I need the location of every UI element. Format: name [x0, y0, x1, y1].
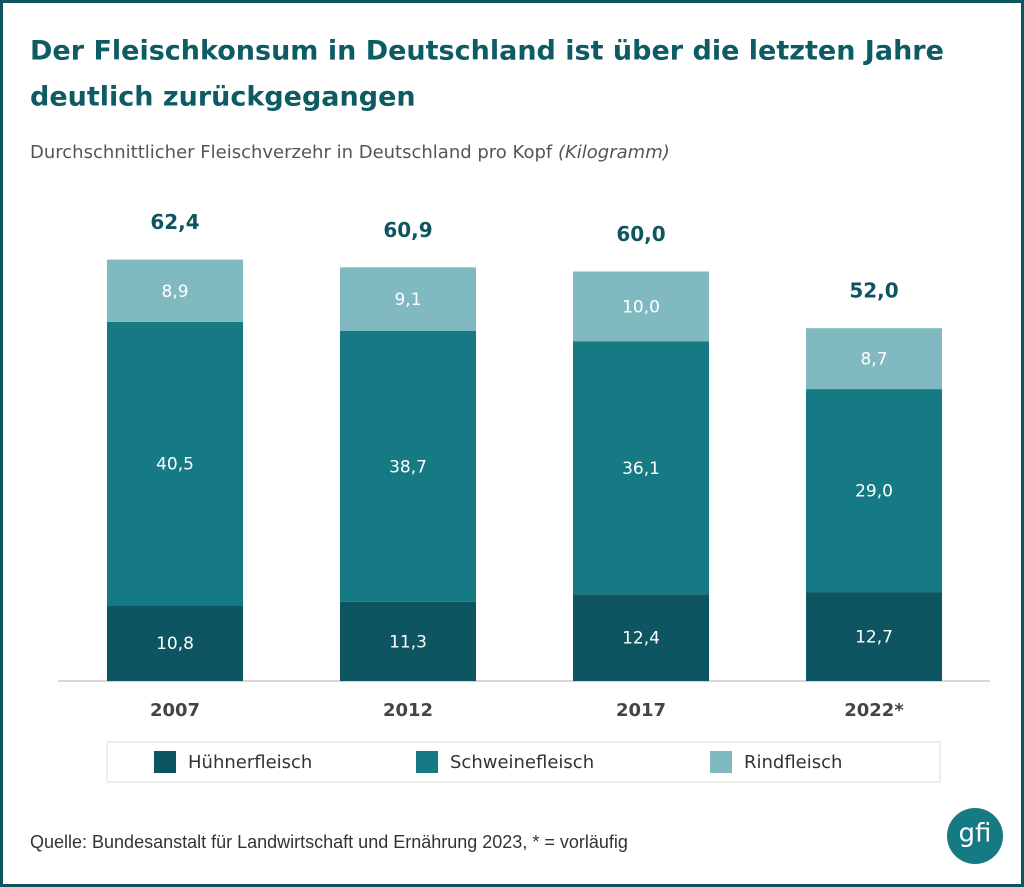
data-label: 8,9 — [161, 282, 188, 302]
total-label: 52,0 — [849, 279, 898, 303]
unit-text: (Kilogramm) — [558, 142, 670, 163]
chart-title: Der Fleischkonsum in Deutschland ist übe… — [30, 36, 944, 67]
total-label: 62,4 — [150, 210, 199, 234]
bar-segment — [107, 321, 243, 606]
bar-segment — [573, 341, 709, 595]
bar-segment — [573, 271, 709, 342]
legend-label: Schweinefleisch — [450, 752, 594, 773]
data-label: 40,5 — [156, 455, 194, 475]
data-label: 10,8 — [156, 634, 194, 654]
total-label: 60,9 — [383, 218, 432, 242]
chart-title: deutlich zurückgegangen — [30, 82, 416, 113]
bar-segment — [806, 389, 942, 593]
logo-text: gfi — [959, 819, 992, 849]
x-tick-label: 2012 — [383, 700, 433, 721]
legend-label: Rindfleisch — [744, 752, 842, 773]
data-label: 8,7 — [860, 350, 887, 370]
data-label: 36,1 — [622, 459, 660, 479]
logo — [947, 808, 1003, 864]
data-label: 12,7 — [855, 628, 893, 648]
total-label: 60,0 — [616, 222, 665, 246]
legend-box — [106, 741, 941, 783]
data-label: 9,1 — [394, 290, 421, 310]
data-label: 11,3 — [389, 632, 427, 652]
legend-label: Hühnerfleisch — [188, 752, 312, 773]
bar-segment — [107, 605, 243, 681]
bar-segment — [340, 331, 476, 602]
x-tick-label: 2007 — [150, 700, 200, 721]
chart-subtitle: Durchschnittlicher Fleischverzehr in Deu… — [30, 142, 670, 163]
data-label: 38,7 — [389, 457, 427, 477]
source: Quelle: Bundesanstalt für Landwirtschaft… — [30, 832, 628, 852]
data-label: 29,0 — [855, 482, 893, 502]
bar-segment — [806, 328, 942, 390]
legend-swatch — [154, 751, 176, 773]
bar-segment — [340, 267, 476, 331]
bar-segment — [107, 259, 243, 322]
legend-swatch — [710, 751, 732, 773]
x-tick-label: 2022* — [844, 700, 904, 721]
bar-segment — [573, 594, 709, 681]
bar-segment — [806, 592, 942, 681]
data-label: 12,4 — [622, 629, 660, 649]
data-label: 10,0 — [622, 298, 660, 318]
x-tick-label: 2017 — [616, 700, 666, 721]
legend-swatch — [416, 751, 438, 773]
subtitle-text: Durchschnittlicher Fleischverzehr in Deu… — [30, 142, 553, 163]
bar-segment — [340, 601, 476, 681]
